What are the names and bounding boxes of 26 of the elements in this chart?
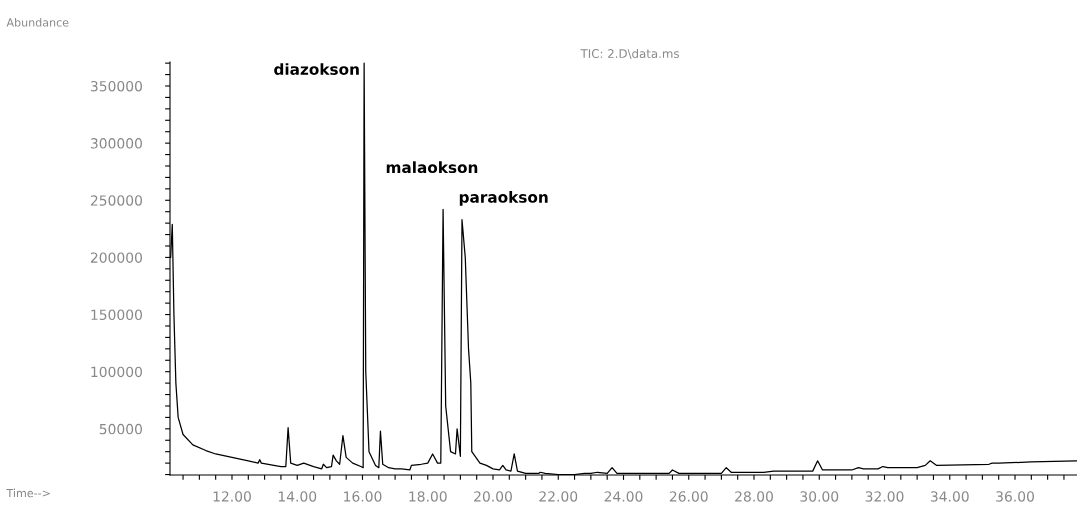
x-axis-title: Time--> — [6, 488, 50, 498]
y-tick-label: 100000 — [91, 366, 142, 378]
y-tick-label: 200000 — [90, 252, 142, 263]
y-tick-label: 150000 — [91, 309, 142, 321]
y-tick-label: 50000 — [99, 423, 142, 435]
x-tick-label: 22.00 — [539, 491, 578, 502]
x-tick-label: 28.00 — [735, 491, 773, 502]
y-tick-label: 300000 — [90, 138, 142, 149]
x-tick-label: 14.00 — [278, 491, 317, 502]
x-tick-label: 16.00 — [344, 491, 382, 502]
x-tick-label: 32.00 — [865, 491, 904, 502]
x-tick-label: 12.00 — [213, 491, 251, 502]
x-tick-label: 36.00 — [996, 491, 1034, 502]
chart-title: TIC: 2.D\data.ms — [580, 48, 679, 59]
y-tick-label: 350000 — [90, 80, 142, 92]
annotation: malaokson — [386, 161, 478, 174]
x-tick-label: 18.00 — [409, 491, 447, 502]
x-tick-label: 34.00 — [930, 491, 969, 502]
y-axis-title: Abundance — [6, 18, 69, 27]
x-tick-label: 20.00 — [474, 491, 512, 502]
annotation: diazokson — [274, 63, 359, 75]
x-tick-label: 24.00 — [604, 491, 643, 502]
x-tick-label: 30.00 — [800, 491, 839, 502]
x-tick-label: 26.00 — [669, 491, 708, 502]
annotation: paraokson — [459, 191, 548, 206]
y-tick-label: 250000 — [90, 195, 142, 206]
